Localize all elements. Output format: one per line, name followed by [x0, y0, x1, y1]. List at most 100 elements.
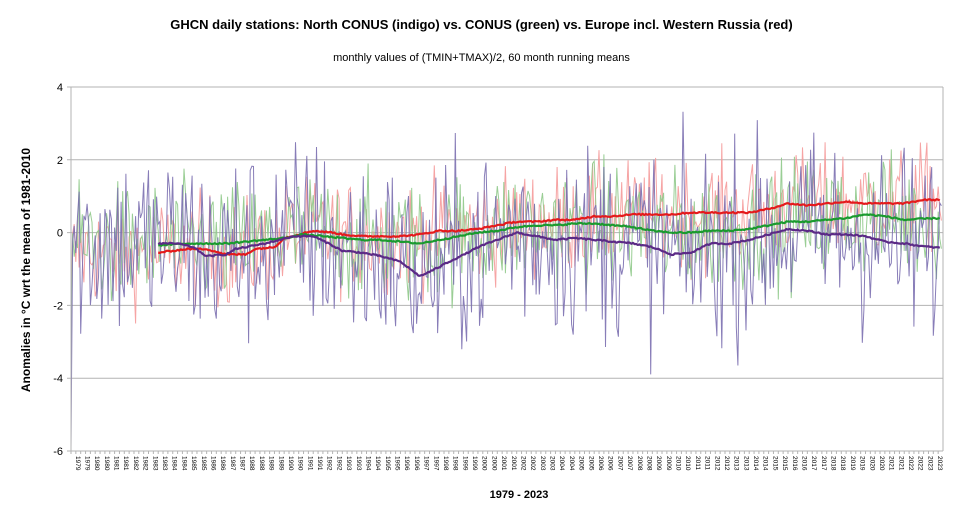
x-tick-label: 2006: [607, 456, 614, 471]
x-tick-label: 2000: [481, 456, 488, 471]
x-tick-label: 2000: [490, 456, 497, 471]
x-tick-label: 2003: [549, 456, 556, 471]
x-tick-label: 1995: [394, 456, 401, 471]
x-tick-label: 1994: [364, 456, 371, 471]
x-tick-label: 1982: [142, 456, 149, 471]
x-tick-label: 1993: [355, 456, 362, 471]
x-tick-label: 1981: [113, 456, 120, 471]
x-tick-label: 2013: [742, 456, 749, 471]
x-tick-label: 2020: [878, 456, 885, 471]
x-tick-label: 2011: [694, 456, 701, 470]
x-tick-label: 2008: [636, 456, 643, 471]
x-tick-label: 1998: [452, 456, 459, 471]
x-tick-label: 1999: [471, 456, 478, 471]
chart-title: GHCN daily stations: North CONUS (indigo…: [170, 17, 793, 32]
x-tick-label: 2014: [752, 456, 759, 471]
y-tick-label: -2: [53, 300, 63, 312]
y-tick-label: 4: [57, 82, 63, 94]
raw-series-line: [70, 142, 942, 324]
x-tick-label: 2005: [587, 456, 594, 471]
y-tick-label: 2: [57, 155, 63, 167]
x-tick-label: 2004: [558, 456, 565, 471]
x-tick-label: 1987: [229, 456, 236, 471]
x-tick-label: 2019: [859, 456, 866, 471]
x-tick-label: 1999: [461, 456, 468, 471]
x-tick-label: 2020: [868, 456, 875, 471]
x-tick-label: 2018: [830, 456, 837, 471]
x-tick-label: 1995: [384, 456, 391, 471]
x-tick-label: 2013: [733, 456, 740, 471]
x-tick-label: 1997: [423, 456, 430, 471]
y-tick-label: -4: [53, 373, 63, 385]
x-tick-label: 1981: [122, 456, 129, 471]
x-tick-label: 1996: [403, 456, 410, 471]
x-tick-label: 2023: [926, 456, 933, 471]
y-tick-labels: -6 -4 -2 0 2 4: [53, 82, 63, 458]
x-tick-label: 1991: [316, 456, 323, 471]
x-tick-label: 2005: [578, 456, 585, 471]
x-tick-label: 2019: [849, 456, 856, 471]
x-tick-label: 2012: [713, 456, 720, 471]
x-tick-label: 1983: [151, 456, 158, 471]
x-tick-label: 2006: [597, 456, 604, 471]
x-tick-label: 1983: [161, 456, 168, 471]
x-tick-label: 2017: [820, 456, 827, 471]
x-tick-label: 1991: [306, 456, 313, 471]
y-tick-label: -6: [53, 446, 63, 458]
x-tick-label: 2021: [888, 456, 895, 471]
raw-series-line: [70, 111, 942, 448]
x-tick-label: 1988: [258, 456, 265, 471]
x-tick-label: 2009: [665, 456, 672, 471]
y-tick-label: 0: [57, 228, 63, 240]
x-tick-label: 2007: [616, 456, 623, 471]
x-tick-label: 2010: [675, 456, 682, 471]
x-tick-label: 2014: [762, 456, 769, 471]
running-mean-series: [157, 198, 941, 277]
x-tick-label: 1987: [239, 456, 246, 471]
x-tick-label: 1990: [297, 456, 304, 471]
x-tick-label: 1984: [180, 456, 187, 471]
x-tick-label: 1986: [209, 456, 216, 471]
plot-frame: [70, 87, 944, 452]
x-tick-label: 1984: [171, 456, 178, 471]
x-tick-label: 1997: [432, 456, 439, 471]
x-tick-label: 1982: [132, 456, 139, 471]
raw-monthly-series: [70, 111, 942, 448]
x-tick-label: 1986: [219, 456, 226, 471]
x-tick-label: 1992: [335, 456, 342, 471]
running-mean-line: [157, 227, 941, 277]
x-tick-label: 2017: [810, 456, 817, 471]
x-tick-label: 2022: [917, 456, 924, 471]
x-tick-label: 1989: [277, 456, 284, 471]
x-tick-label: 1996: [413, 456, 420, 471]
x-tick-label: 1998: [442, 456, 449, 471]
x-tick-label: 2010: [684, 456, 691, 471]
x-tick-label: 2002: [529, 456, 536, 471]
chart-subtitle: monthly values of (TMIN+TMAX)/2, 60 mont…: [333, 52, 630, 64]
x-tick-label: 2012: [723, 456, 730, 471]
x-tick-label: 1994: [374, 456, 381, 471]
x-tick-label: 1980: [103, 456, 110, 471]
x-axis-label: 1979 - 2023: [489, 489, 549, 501]
x-tick-label: 2016: [791, 456, 798, 471]
x-tick-label: 1985: [190, 456, 197, 471]
x-tick-label: 2007: [626, 456, 633, 471]
x-tick-label: 2001: [500, 456, 507, 471]
x-tick-label: 2015: [781, 456, 788, 471]
x-tick-label: 2004: [568, 456, 575, 471]
x-tick-label: 2008: [645, 456, 652, 471]
x-tick-label: 1993: [345, 456, 352, 471]
x-tick-label: 1990: [287, 456, 294, 471]
x-tick-labels: 1979 1979 1980 1980 1981 1981 1982 1982 1983 1983…: [70, 451, 943, 471]
x-tick-label: 1979: [74, 456, 81, 471]
x-tick-label: 1985: [200, 456, 207, 471]
x-tick-label: 2018: [839, 456, 846, 471]
x-tick-label: 1980: [93, 456, 100, 471]
x-tick-label: 2011: [704, 456, 711, 470]
x-tick-label: 2021: [897, 456, 904, 471]
x-tick-label: 2001: [510, 456, 517, 471]
x-tick-label: 2009: [655, 456, 662, 471]
x-tick-label: 2015: [771, 456, 778, 471]
x-tick-label: 2003: [539, 456, 546, 471]
